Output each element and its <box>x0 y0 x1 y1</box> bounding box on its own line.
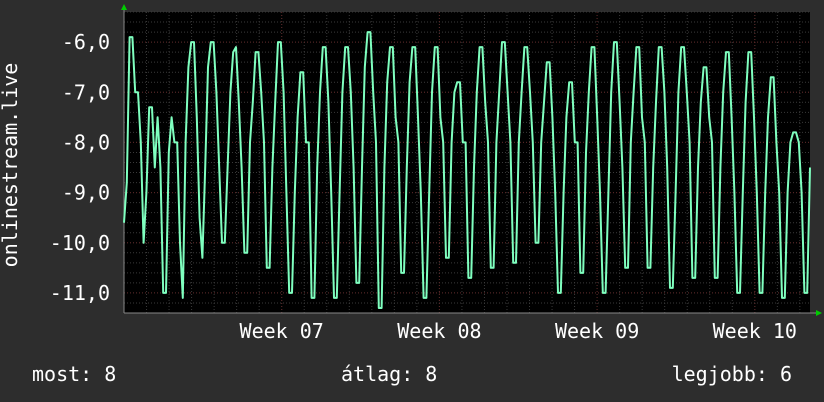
y-tick-label: -11,0 <box>50 281 110 305</box>
y-tick-label: -10,0 <box>50 231 110 255</box>
y-axis-label-text: onlinestream.live <box>0 62 22 268</box>
y-tick-label: -8,0 <box>62 130 110 154</box>
legend-now: most: 8 <box>32 362 116 386</box>
y-axis-label-wrap: onlinestream.live <box>0 0 40 316</box>
x-tick-label: Week 10 <box>713 319 797 343</box>
y-tick-label: -9,0 <box>62 181 110 205</box>
legend-average-value: 8 <box>425 362 438 386</box>
y-axis-arrow-icon <box>121 4 127 10</box>
x-tick-label: Week 07 <box>240 319 324 343</box>
legend-best-label: legjobb: <box>671 362 768 386</box>
legend-now-value: 8 <box>104 362 117 386</box>
series-line <box>123 31 811 309</box>
legend-now-label: most: <box>32 362 93 386</box>
x-tick-label: Week 08 <box>397 319 481 343</box>
y-tick-label: -7,0 <box>62 80 110 104</box>
legend-best-value: 6 <box>779 362 792 386</box>
y-tick-label: -6,0 <box>62 30 110 54</box>
legend-average-label: átlag: <box>341 362 414 386</box>
legend-best: legjobb: 6 <box>672 362 792 386</box>
x-tick-label: Week 09 <box>555 319 639 343</box>
legend-average: átlag: 8 <box>341 362 437 386</box>
x-axis-arrow-icon <box>816 310 822 316</box>
